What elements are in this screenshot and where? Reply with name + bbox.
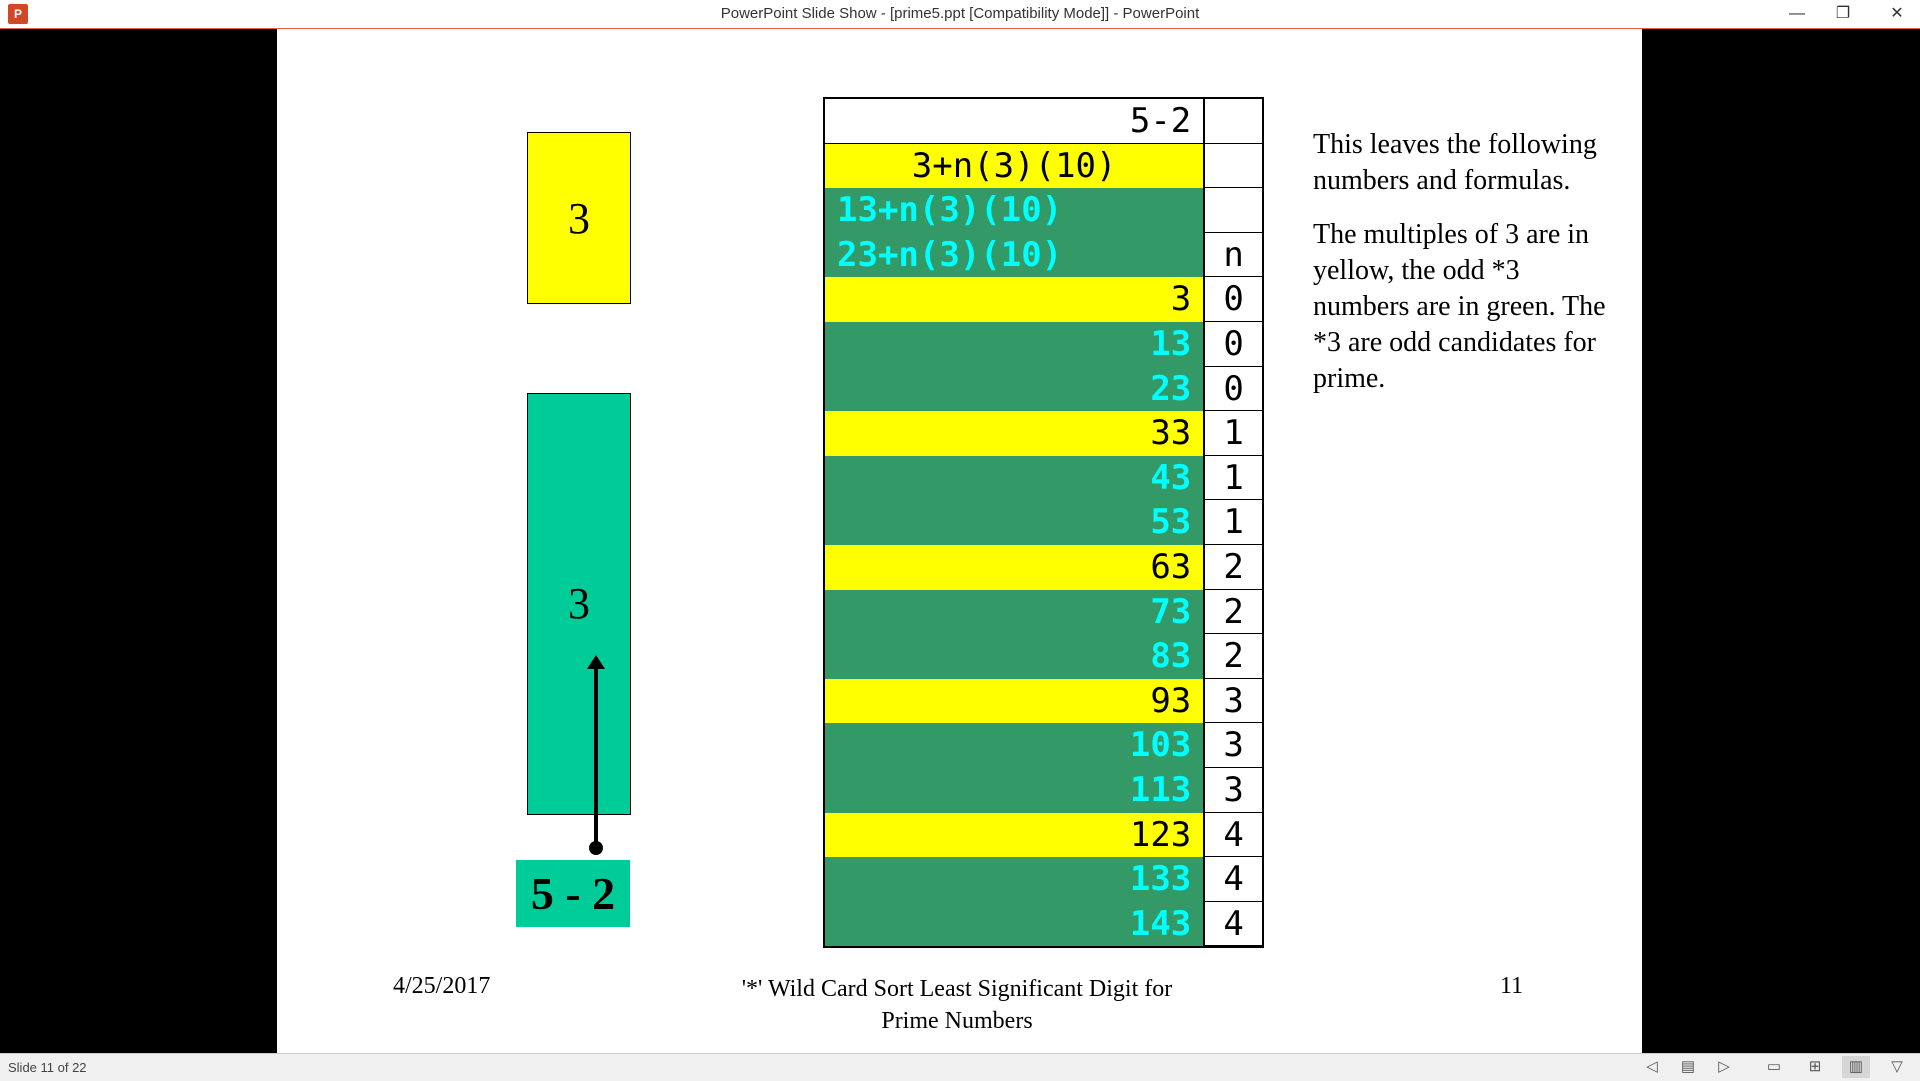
table-cell-value: 73 (825, 589, 1204, 635)
table-cell-n: 4 (1203, 901, 1262, 947)
table-cell-n: 1 (1203, 500, 1262, 545)
table-row: 83 2 (825, 634, 1262, 679)
explanation-paragraph-2: The multiples of 3 are in yellow, the od… (1313, 219, 1606, 394)
table-row: 73 2 (825, 589, 1262, 635)
table-cell-n (1203, 143, 1262, 189)
slideshow-icon[interactable]: ▽ (1891, 1058, 1903, 1075)
table-cell-value: 13 (825, 321, 1204, 367)
arrow-shaft (594, 661, 598, 846)
table-cell-n: 0 (1203, 277, 1262, 322)
footer-title: '*' Wild Card Sort Least Significant Dig… (741, 976, 1173, 1034)
table-cell-n: 2 (1203, 589, 1262, 635)
table-cell-n: 2 (1203, 544, 1262, 590)
arrow-up-icon (587, 655, 605, 669)
table-row: 13 0 (825, 321, 1262, 367)
table-cell-value: 3+n(3)(10) (825, 143, 1204, 189)
table-row: 123 4 (825, 812, 1262, 858)
table-cell-n (1203, 99, 1262, 144)
table-cell-n: 3 (1203, 767, 1262, 813)
table-cell-value: 23+n(3)(10) (825, 232, 1204, 278)
table-row: 53 1 (825, 500, 1262, 545)
table-cell-value: 103 (825, 723, 1204, 768)
table-cell-n: 2 (1203, 634, 1262, 679)
table-cell-n: 4 (1203, 812, 1262, 858)
table-cell-value: 53 (825, 500, 1204, 545)
table-row: 13+n(3)(10) (825, 188, 1262, 233)
normal-view-icon[interactable]: ▭ (1766, 1058, 1782, 1075)
reading-view-icon[interactable]: ▥ (1842, 1056, 1870, 1078)
footer-date: 4/25/2017 (393, 973, 491, 999)
table-cell-value: 13+n(3)(10) (825, 188, 1204, 233)
table-cell-n: 0 (1203, 366, 1262, 412)
footer-page-number: 11 (1500, 973, 1524, 999)
table-cell-n: 1 (1203, 411, 1262, 456)
table-row: 113 3 (825, 767, 1262, 813)
slide-sorter-icon[interactable]: ⊞ (1808, 1058, 1822, 1075)
table-cell-n: 3 (1203, 723, 1262, 768)
table-cell-value: 83 (825, 634, 1204, 679)
table-cell-value: 123 (825, 812, 1204, 858)
table-cell-n: 0 (1203, 321, 1262, 367)
explanation-text: This leaves the following numbers and fo… (1313, 127, 1613, 415)
number-table: 5-2 3+n(3)(10) 13+n(3)(10) 23+n(3)(10) n 3 0 13… (823, 97, 1264, 949)
table-cell-n: 1 (1203, 455, 1262, 501)
table-row: 5-2 (825, 99, 1262, 144)
table-cell-value: 63 (825, 544, 1204, 590)
table-row: 93 3 (825, 678, 1262, 724)
table-cell-value: 33 (825, 411, 1204, 456)
table-cell-n: 3 (1203, 678, 1262, 724)
yellow-box: 3 (527, 132, 631, 304)
table-cell-n (1203, 188, 1262, 233)
table-cell-value: 5-2 (825, 99, 1204, 144)
green-box-label: 3 (568, 579, 590, 628)
table-row: 143 4 (825, 901, 1262, 947)
restore-button[interactable]: ❐ (1835, 5, 1851, 22)
next-icon[interactable]: ▷ (1718, 1058, 1730, 1075)
table-cell-n: n (1203, 232, 1262, 278)
window-title: PowerPoint Slide Show - [prime5.ppt [Com… (720, 5, 1200, 22)
status-bar: Slide 11 of 22 ◁ ▤ ▷ ▭ ⊞ ▥ ▽ (0, 1053, 1920, 1081)
table-row: 133 4 (825, 857, 1262, 902)
table-cell-value: 143 (825, 901, 1204, 947)
arrow-origin-dot (589, 841, 603, 855)
powerpoint-app-icon[interactable]: P (8, 4, 28, 24)
green-box: 3 (527, 393, 631, 815)
explanation-paragraph-1: This leaves the following numbers and fo… (1313, 129, 1597, 196)
slide-count: Slide 11 of 22 (8, 1060, 87, 1075)
table-cell-n: 4 (1203, 857, 1262, 902)
table-row: 3+n(3)(10) (825, 143, 1262, 189)
minimize-button[interactable]: — (1789, 5, 1805, 22)
table-cell-value: 43 (825, 455, 1204, 501)
close-button[interactable]: ✕ (1890, 5, 1904, 22)
table-cell-value: 113 (825, 767, 1204, 813)
table-cell-value: 133 (825, 857, 1204, 902)
table-row: 43 1 (825, 455, 1262, 501)
table-row: 63 2 (825, 544, 1262, 590)
table-cell-value: 23 (825, 366, 1204, 412)
prev-icon[interactable]: ◁ (1646, 1058, 1658, 1075)
slide-canvas[interactable]: 3 3 5 - 2 5-2 3+n(3)(10) 13+n(3)(10) 23+n(3… (277, 29, 1642, 1053)
table-cell-value: 93 (825, 678, 1204, 724)
table-cell-value: 3 (825, 277, 1204, 322)
table-row: 23+n(3)(10) n (825, 232, 1262, 278)
notes-icon[interactable]: ▤ (1680, 1058, 1696, 1075)
table-row: 103 3 (825, 723, 1262, 768)
table-row: 23 0 (825, 366, 1262, 412)
label-5-2: 5 - 2 (516, 860, 630, 927)
title-bar: P PowerPoint Slide Show - [prime5.ppt [C… (0, 0, 1920, 29)
yellow-box-label: 3 (568, 194, 590, 243)
table-row: 33 1 (825, 411, 1262, 456)
